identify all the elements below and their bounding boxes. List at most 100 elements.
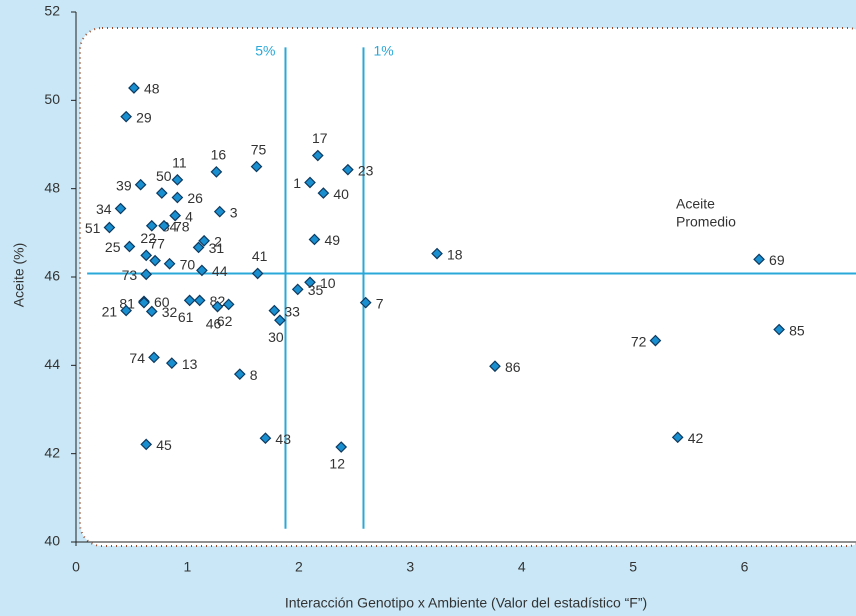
point-label: 32: [162, 304, 178, 320]
point-label: 69: [769, 252, 785, 268]
plot-area: [79, 27, 856, 547]
point: [342, 163, 354, 176]
point: [165, 357, 178, 369]
point: [213, 205, 226, 218]
point-label: 73: [122, 267, 138, 283]
x-tick-label: 3: [406, 559, 414, 575]
point-label: 48: [144, 81, 160, 97]
point: [222, 298, 235, 311]
point: [210, 166, 223, 178]
point-label: 16: [211, 147, 227, 163]
point: [671, 431, 684, 444]
point: [335, 441, 348, 453]
point-label: 42: [688, 430, 704, 446]
point: [148, 351, 160, 364]
point: [317, 187, 330, 199]
point: [308, 233, 321, 246]
point-label: 39: [116, 177, 132, 193]
point-label: 3: [230, 204, 238, 220]
x-tick-label: 2: [295, 559, 303, 575]
point-label: 22: [140, 230, 156, 246]
y-tick-label: 52: [44, 3, 60, 19]
point-label: 86: [505, 359, 521, 375]
point-label: 26: [187, 190, 203, 206]
point-label: 17: [312, 130, 328, 146]
point-label: 23: [358, 162, 374, 178]
point: [291, 283, 304, 296]
point: [140, 249, 153, 262]
point: [489, 360, 501, 373]
point: [103, 221, 116, 234]
point-label: 10: [320, 275, 336, 291]
point-label: 81: [119, 295, 135, 311]
point: [649, 334, 662, 347]
point: [158, 219, 170, 232]
point-label: 78: [174, 218, 190, 234]
point-label: 30: [268, 329, 284, 345]
point: [145, 305, 158, 318]
point-label: 11: [172, 155, 187, 171]
point: [123, 240, 136, 253]
point: [138, 296, 150, 309]
point: [311, 149, 324, 162]
point-label: 50: [156, 168, 172, 184]
point-label: 43: [275, 431, 291, 447]
point-label: 35: [308, 282, 324, 298]
point-label: 40: [333, 186, 349, 202]
point-label: 25: [105, 239, 121, 255]
annotation: Promedio: [676, 214, 736, 230]
point: [155, 187, 168, 199]
point: [169, 209, 182, 222]
point: [251, 267, 264, 280]
point-label: 41: [252, 248, 268, 264]
x-tick-label: 5: [629, 559, 637, 575]
point: [359, 296, 372, 309]
point: [114, 202, 127, 215]
point: [198, 234, 210, 247]
point: [211, 300, 224, 313]
point: [128, 82, 140, 94]
point: [140, 268, 153, 281]
point-label: 29: [136, 109, 152, 125]
x-tick-label: 0: [72, 559, 80, 575]
point: [192, 241, 205, 254]
point-label: 45: [156, 437, 172, 453]
point-label: 8: [250, 367, 258, 383]
point: [171, 191, 184, 204]
point-label: 85: [789, 322, 805, 338]
point: [753, 253, 765, 266]
point-label: 1: [293, 175, 301, 191]
point-label: 46: [206, 315, 222, 331]
point: [233, 368, 246, 381]
point-label: 62: [217, 313, 233, 329]
reference-label: 1%: [373, 42, 393, 58]
y-tick-label: 48: [44, 179, 60, 195]
point-label: 2: [214, 233, 222, 249]
point: [250, 160, 263, 173]
point: [145, 219, 158, 232]
point-label: 34: [96, 201, 112, 217]
annotation: Aceite: [676, 196, 715, 212]
point-label: 12: [329, 456, 345, 472]
point: [431, 247, 443, 260]
point: [304, 276, 316, 289]
point-label: 51: [85, 220, 101, 236]
reference-label: 5%: [255, 42, 275, 58]
point: [120, 110, 132, 123]
y-tick-label: 50: [44, 91, 60, 107]
point-label: 61: [178, 309, 194, 325]
y-tick-label: 42: [44, 444, 60, 460]
point: [773, 323, 785, 336]
point-label: 31: [209, 240, 225, 256]
point-label: 21: [102, 303, 118, 319]
point-label: 33: [284, 303, 300, 319]
x-tick-label: 6: [741, 559, 749, 575]
point-label: 75: [251, 141, 267, 157]
y-tick-label: 44: [44, 356, 60, 372]
point: [274, 314, 286, 327]
point-label: 49: [324, 232, 340, 248]
y-tick-label: 40: [44, 533, 60, 549]
point: [304, 176, 316, 189]
